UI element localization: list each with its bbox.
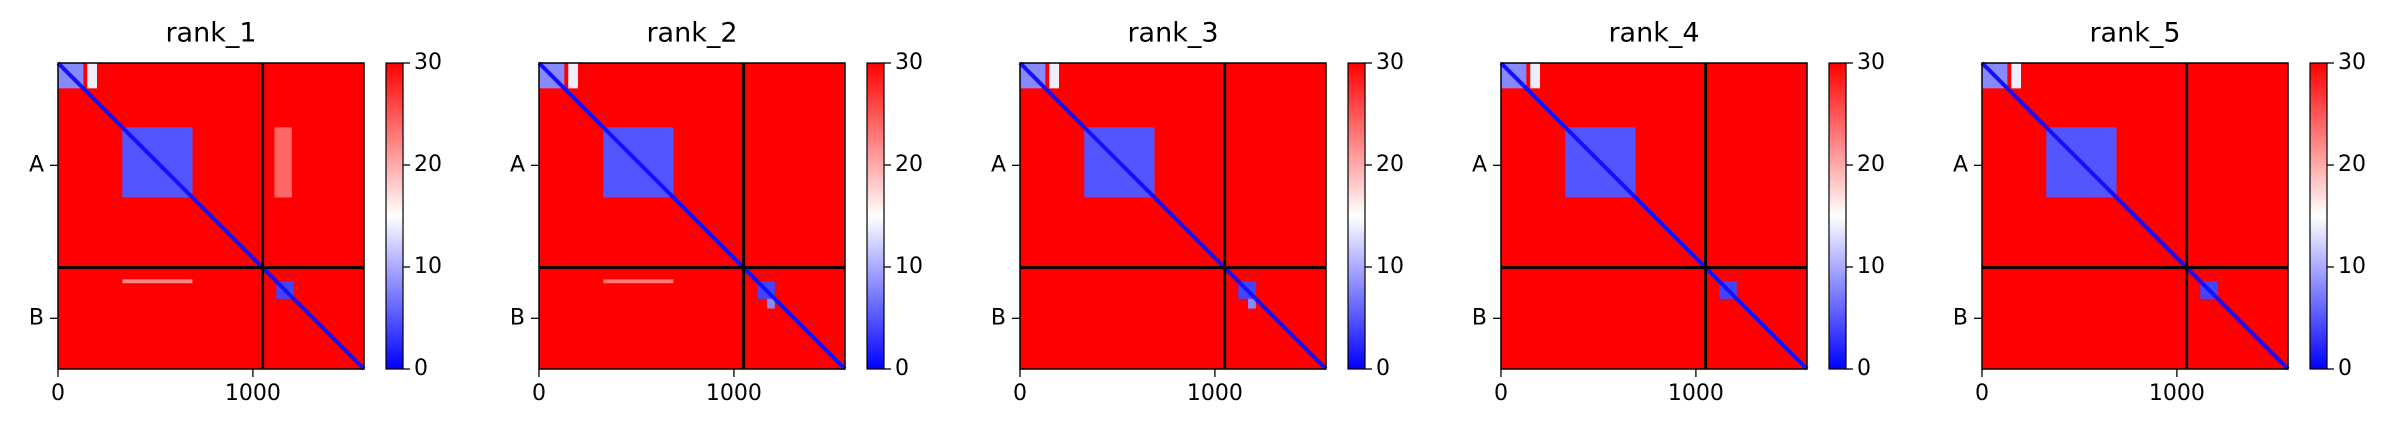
- colorbar-tick-label: 0: [1857, 356, 1871, 381]
- plot-frame: [1500, 62, 1808, 370]
- panel-title: rank_5: [2089, 18, 2180, 49]
- diagonal: [1018, 61, 1328, 371]
- panel-title: rank_3: [1127, 18, 1218, 49]
- x-tick-label: 0: [1013, 381, 1027, 406]
- plot-frame: [57, 62, 365, 370]
- y-tick-label: B: [510, 305, 525, 330]
- panel-title: rank_1: [165, 18, 256, 49]
- colorbar-tick-label: 20: [414, 152, 442, 177]
- x-tick-label: 1000: [706, 381, 762, 406]
- colorbar-tick-label: 30: [1857, 50, 1885, 75]
- x-tick-label: 1000: [225, 381, 281, 406]
- colorbar-tick-label: 30: [895, 50, 923, 75]
- y-tick-label: B: [991, 305, 1006, 330]
- diagonal: [56, 61, 366, 371]
- y-tick-label: A: [1953, 152, 1968, 177]
- colorbar-tick-label: 0: [1376, 356, 1390, 381]
- x-tick-label: 1000: [1187, 381, 1243, 406]
- heat-region: [767, 298, 775, 309]
- heat-region: [1530, 63, 1540, 89]
- y-tick-label: A: [991, 152, 1006, 177]
- panel-title: rank_4: [1608, 18, 1699, 49]
- colorbar-tick-label: 20: [2338, 152, 2366, 177]
- diagonal: [1980, 61, 2290, 371]
- colorbar: [866, 62, 885, 370]
- colorbar-tick-label: 20: [895, 152, 923, 177]
- colorbar-tick-label: 20: [1857, 152, 1885, 177]
- heat-region: [87, 63, 97, 89]
- colorbar-tick-label: 0: [895, 356, 909, 381]
- heat-region: [122, 279, 193, 284]
- y-tick-label: B: [1953, 305, 1968, 330]
- plot-frame: [538, 62, 846, 370]
- colorbar-tick-label: 30: [1376, 50, 1404, 75]
- colorbar-tick-label: 10: [2338, 254, 2366, 279]
- colorbar-tick-label: 0: [2338, 356, 2352, 381]
- x-tick-label: 0: [51, 381, 65, 406]
- diagonal: [1499, 61, 1809, 371]
- plot-frame: [1019, 62, 1327, 370]
- y-tick-label: A: [510, 152, 525, 177]
- x-tick-label: 1000: [1668, 381, 1724, 406]
- heat-region: [1248, 298, 1256, 309]
- colorbar: [1347, 62, 1366, 370]
- heat-region: [568, 63, 578, 89]
- y-tick-label: B: [1472, 305, 1487, 330]
- colorbar-tick-label: 20: [1376, 152, 1404, 177]
- y-tick-label: A: [1472, 152, 1487, 177]
- panel-title: rank_2: [646, 18, 737, 49]
- x-tick-label: 0: [1975, 381, 1989, 406]
- heat-region: [1049, 63, 1059, 89]
- y-tick-label: A: [29, 152, 44, 177]
- colorbar-tick-label: 0: [414, 356, 428, 381]
- y-tick-label: B: [29, 305, 44, 330]
- plot-frame: [1981, 62, 2289, 370]
- colorbar-tick-label: 10: [414, 254, 442, 279]
- colorbar-tick-label: 30: [2338, 50, 2366, 75]
- colorbar-tick-label: 10: [1376, 254, 1404, 279]
- colorbar-tick-label: 10: [895, 254, 923, 279]
- heat-region: [274, 127, 292, 198]
- heat-region: [603, 279, 674, 284]
- colorbar-tick-label: 10: [1857, 254, 1885, 279]
- colorbar: [385, 62, 404, 370]
- colorbar: [2309, 62, 2328, 370]
- diagonal: [537, 61, 847, 371]
- x-tick-label: 1000: [2149, 381, 2205, 406]
- heat-region: [2011, 63, 2021, 89]
- x-tick-label: 0: [1494, 381, 1508, 406]
- x-tick-label: 0: [532, 381, 546, 406]
- colorbar: [1828, 62, 1847, 370]
- colorbar-tick-label: 30: [414, 50, 442, 75]
